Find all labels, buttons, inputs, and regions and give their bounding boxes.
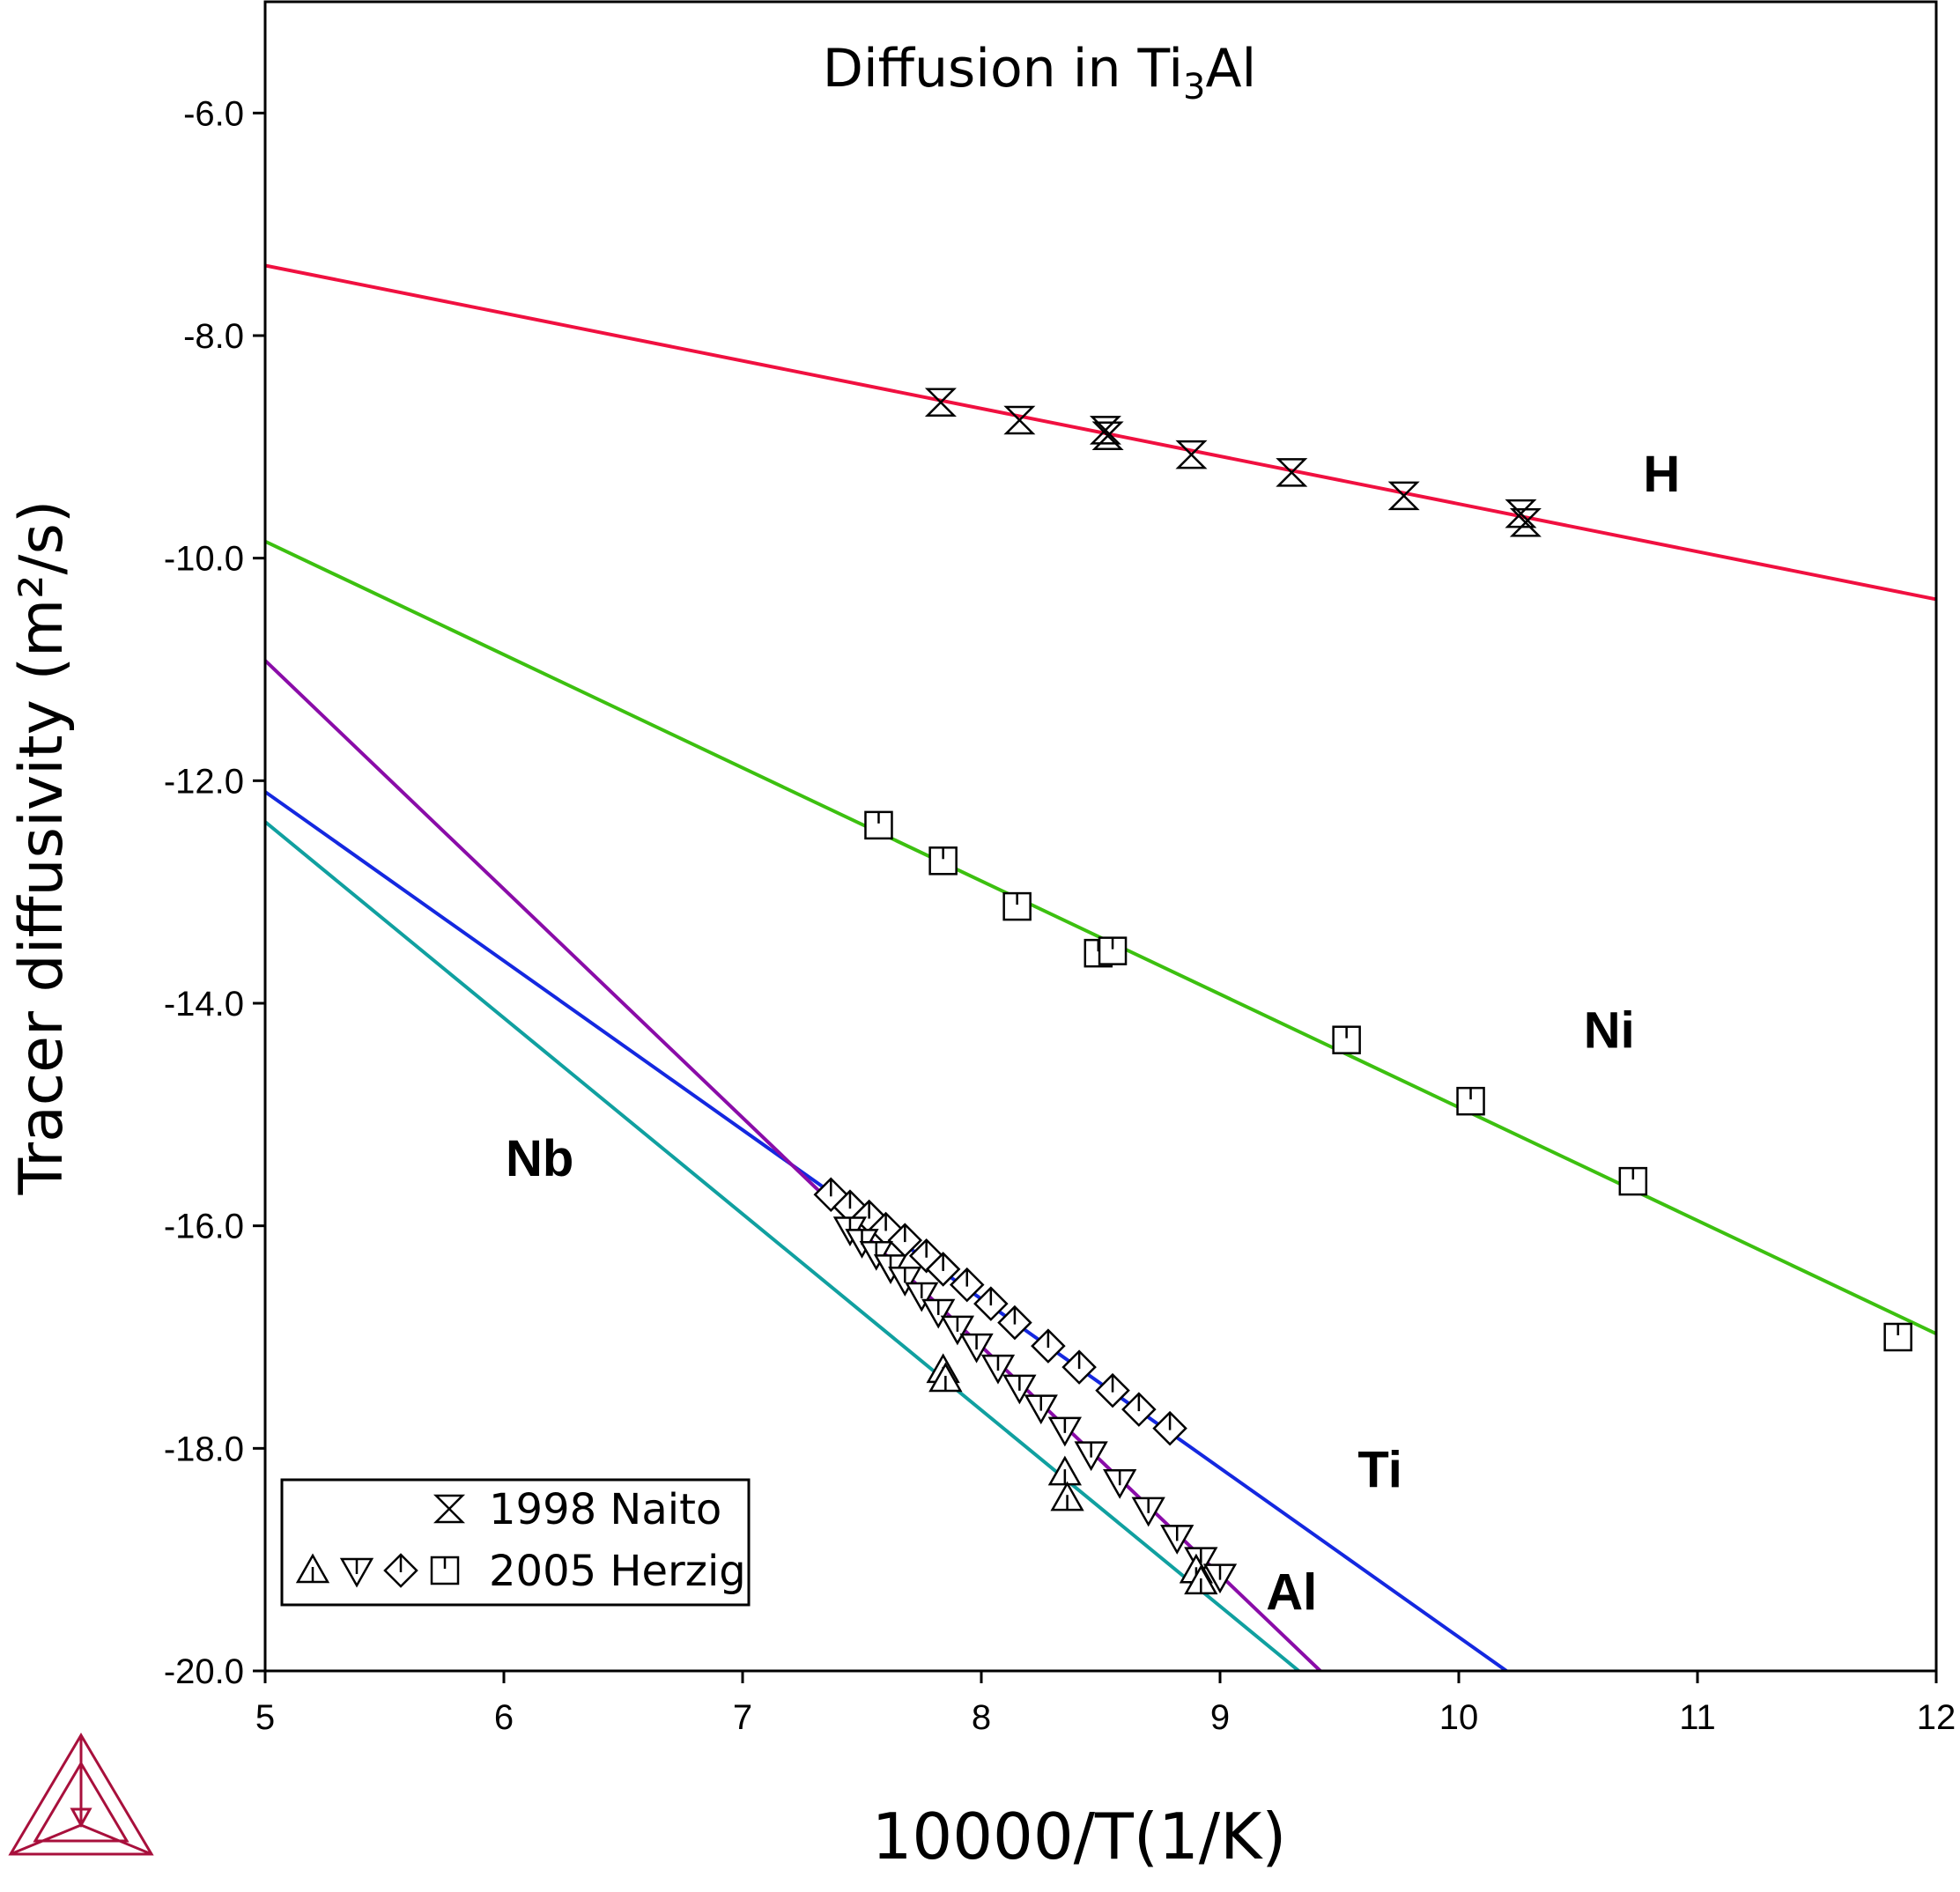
legend-box xyxy=(280,1478,751,1607)
data-point-al xyxy=(940,1315,975,1346)
chart-title: Diffusion in Ti3Al xyxy=(823,38,1256,107)
y-axis: -6.0 -8.0 -10.0 -12.0 -14.0 -16.0 -18.0 -20.0 xyxy=(164,94,265,1691)
y-tick-label: -20.0 xyxy=(164,1652,244,1691)
data-point-al xyxy=(1074,1441,1108,1472)
y-tick-label: -18.0 xyxy=(164,1430,244,1468)
y-tick-label: -14.0 xyxy=(164,985,244,1024)
data-point-al xyxy=(1002,1374,1037,1405)
data-point-ni xyxy=(864,810,893,840)
data-point-al xyxy=(1202,1563,1238,1594)
data-point-ni xyxy=(1456,1086,1485,1116)
data-point-h xyxy=(1509,507,1542,537)
data-point-ni xyxy=(1618,1166,1648,1196)
data-point-ti xyxy=(1121,1392,1157,1427)
x-tick-label: 10 xyxy=(1439,1698,1479,1737)
series-points-nb xyxy=(926,1353,1218,1595)
data-point-al xyxy=(905,1282,939,1312)
data-point-h xyxy=(1175,440,1208,469)
series-labels: H Ni Ti Al Nb xyxy=(506,446,1680,1622)
series-label-nb: Nb xyxy=(506,1130,573,1187)
data-point-nb xyxy=(928,1362,963,1393)
data-point-al xyxy=(980,1354,1016,1385)
data-point-h xyxy=(1505,499,1537,528)
y-axis-label: Tracer diffusivity (m²/s) xyxy=(7,500,77,1196)
legend-symbols xyxy=(295,1494,466,1588)
data-point-ti xyxy=(1031,1328,1066,1364)
data-point-al xyxy=(959,1333,994,1364)
data-point-ti xyxy=(973,1286,1009,1321)
data-point-ni xyxy=(928,846,958,876)
legend-label-herzig: 2005 Herzig xyxy=(489,1547,746,1596)
data-point-ti xyxy=(997,1304,1032,1341)
series-label-al: Al xyxy=(1266,1564,1317,1622)
series-line-nb xyxy=(265,820,1300,1671)
data-point-al xyxy=(1160,1525,1194,1555)
x-tick-label: 12 xyxy=(1917,1698,1956,1737)
data-point-ti xyxy=(1061,1349,1097,1385)
y-tick-label: -10.0 xyxy=(164,540,244,579)
legend-symbol-diamond xyxy=(383,1553,418,1588)
series-line-h xyxy=(265,263,1936,602)
series-label-ni: Ni xyxy=(1584,1002,1635,1060)
data-point-h xyxy=(1003,405,1036,435)
legend-symbol-triangle-up xyxy=(295,1553,330,1584)
plot-frame xyxy=(263,0,1938,1673)
data-point-ni xyxy=(1883,1322,1912,1352)
data-point-ti xyxy=(1095,1372,1130,1408)
y-tick-label: -16.0 xyxy=(164,1208,244,1246)
data-point-h xyxy=(1276,458,1308,487)
data-point-nb xyxy=(1050,1481,1084,1511)
legend-symbol-square xyxy=(430,1556,460,1585)
data-point-al xyxy=(921,1298,956,1329)
x-tick-label: 6 xyxy=(494,1698,514,1737)
series-points-ni xyxy=(864,810,1912,1352)
series-points-al xyxy=(832,1216,1238,1594)
data-point-al xyxy=(888,1267,922,1297)
x-tick-label: 8 xyxy=(972,1698,991,1737)
legend-symbol-hourglass xyxy=(433,1494,466,1524)
data-point-ni xyxy=(1002,891,1032,921)
x-tick-label: 11 xyxy=(1679,1698,1716,1737)
series-label-ti: Ti xyxy=(1357,1442,1402,1499)
y-tick-label: -8.0 xyxy=(183,317,244,356)
data-point-ti xyxy=(949,1267,985,1303)
data-point-al xyxy=(1024,1394,1058,1425)
data-point-al xyxy=(1047,1416,1082,1447)
data-point-ti xyxy=(925,1252,961,1287)
legend: 1998 Naito 2005 Herzig xyxy=(280,1478,751,1607)
series-label-h: H xyxy=(1643,446,1680,503)
plot-area xyxy=(265,263,1936,1671)
y-tick-label: -6.0 xyxy=(183,94,244,133)
data-point-ni xyxy=(1332,1025,1361,1054)
data-point-h xyxy=(924,388,957,418)
x-tick-label: 7 xyxy=(733,1698,752,1737)
x-tick-label: 5 xyxy=(255,1698,275,1737)
data-point-ni xyxy=(1098,936,1128,965)
series-points-h xyxy=(924,388,1542,537)
data-point-al xyxy=(1103,1468,1137,1499)
data-point-h xyxy=(1091,421,1124,450)
thermo-calc-logo-icon xyxy=(8,1733,154,1856)
x-axis-label: 10000/T(1/K) xyxy=(872,1800,1287,1874)
x-tick-label: 9 xyxy=(1210,1698,1230,1737)
y-tick-label: -12.0 xyxy=(164,762,244,801)
legend-label-naito: 1998 Naito xyxy=(489,1485,721,1534)
series-points-ti xyxy=(813,1177,1187,1446)
legend-symbol-triangle-down xyxy=(339,1557,374,1588)
data-point-ti xyxy=(1152,1410,1187,1446)
data-point-nb xyxy=(1184,1564,1218,1595)
data-point-nb xyxy=(1047,1455,1082,1486)
data-point-h xyxy=(1387,481,1420,511)
data-point-al xyxy=(1131,1497,1165,1527)
x-axis: 5 6 7 8 9 10 11 12 xyxy=(255,1671,1956,1737)
